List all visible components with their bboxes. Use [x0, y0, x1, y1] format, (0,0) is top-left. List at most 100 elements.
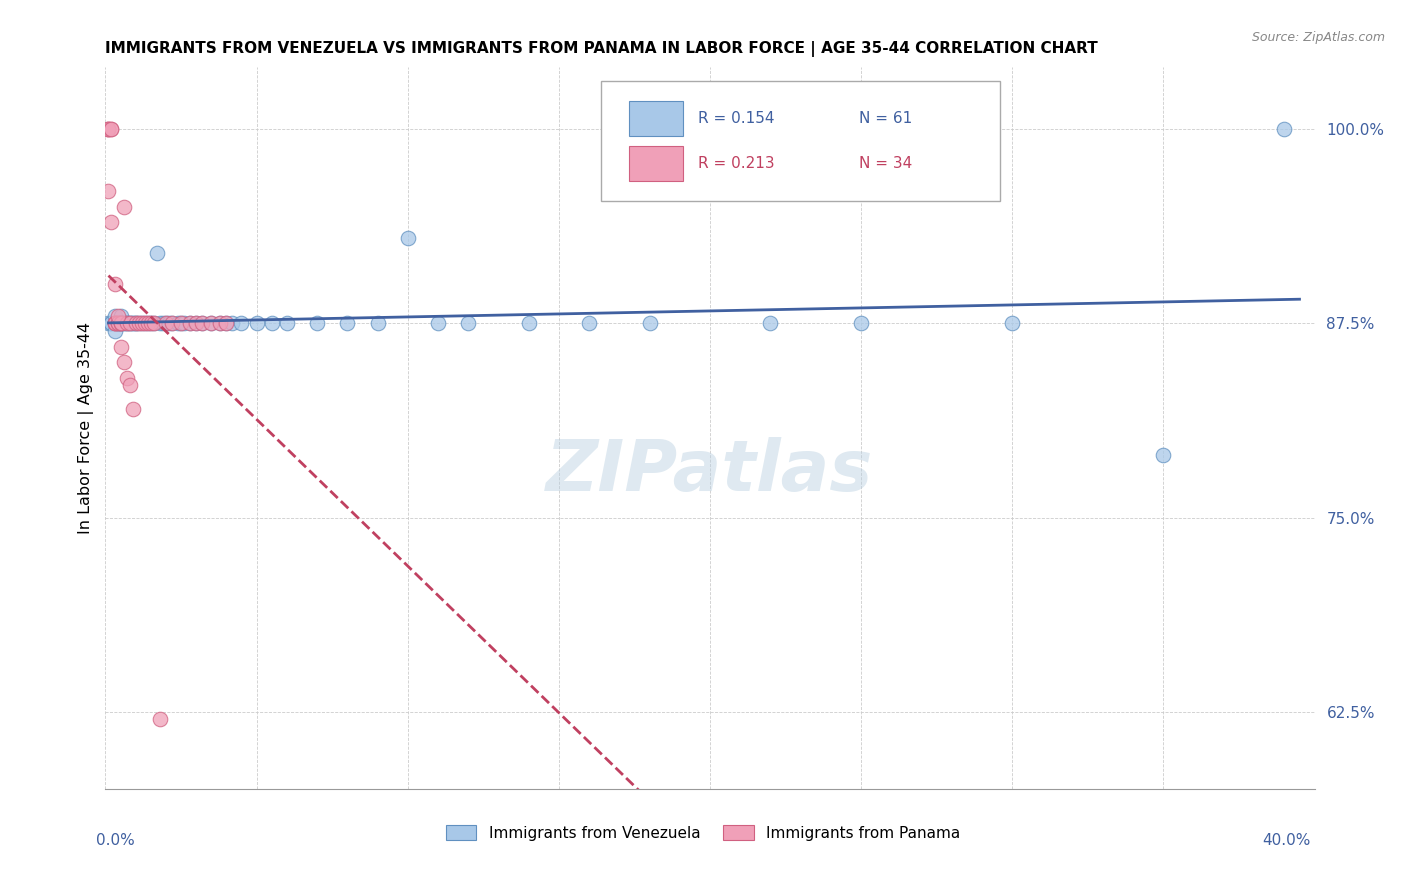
Point: [97, 184, 120, 198]
Text: N = 34: N = 34: [859, 156, 912, 171]
Point: [112, 355, 135, 369]
Point: [103, 316, 125, 330]
Point: [191, 316, 214, 330]
Point: [107, 309, 129, 323]
Point: [209, 316, 232, 330]
Point: [307, 316, 329, 330]
Point: [149, 316, 172, 330]
Point: [170, 316, 193, 330]
Point: [128, 316, 150, 330]
Point: [100, 122, 122, 136]
Point: [121, 401, 143, 416]
Point: [1153, 448, 1175, 462]
Point: [179, 316, 201, 330]
Point: [186, 316, 208, 330]
Point: [103, 316, 125, 330]
Point: [103, 309, 125, 323]
Point: [1001, 316, 1024, 330]
Point: [97, 316, 120, 330]
Point: [215, 316, 238, 330]
Point: [100, 316, 122, 330]
Point: [155, 316, 177, 330]
Point: [107, 316, 129, 330]
Point: [115, 316, 138, 330]
Point: [131, 316, 153, 330]
Point: [103, 277, 125, 292]
Point: [638, 316, 661, 330]
Point: [110, 316, 132, 330]
Point: [110, 340, 132, 354]
Point: [427, 316, 450, 330]
Point: [396, 231, 419, 245]
Point: [110, 309, 132, 323]
Point: [110, 316, 132, 330]
Legend: Immigrants from Venezuela, Immigrants from Panama: Immigrants from Venezuela, Immigrants fr…: [440, 819, 966, 847]
Point: [118, 316, 141, 330]
Point: [146, 246, 169, 260]
Point: [118, 316, 141, 330]
Point: [139, 316, 162, 330]
Point: [179, 316, 201, 330]
Text: N = 61: N = 61: [859, 111, 912, 126]
Point: [221, 316, 243, 330]
Text: R = 0.213: R = 0.213: [697, 156, 775, 171]
Point: [139, 316, 162, 330]
Point: [517, 316, 540, 330]
Point: [134, 316, 156, 330]
Text: 40.0%: 40.0%: [1263, 833, 1310, 847]
Point: [152, 316, 174, 330]
Point: [136, 316, 159, 330]
Point: [276, 316, 298, 330]
Point: [149, 713, 172, 727]
Point: [260, 316, 283, 330]
Point: [118, 316, 141, 330]
Point: [200, 316, 222, 330]
Point: [186, 316, 208, 330]
Point: [578, 316, 600, 330]
Point: [121, 316, 143, 330]
Point: [142, 316, 165, 330]
Point: [246, 316, 269, 330]
Point: [209, 316, 232, 330]
Point: [231, 316, 253, 330]
Point: [115, 370, 138, 384]
Point: [121, 316, 143, 330]
Point: [200, 316, 222, 330]
Point: [366, 316, 388, 330]
Point: [110, 316, 132, 330]
Point: [124, 316, 148, 330]
Text: 0.0%: 0.0%: [96, 833, 135, 847]
Point: [759, 316, 782, 330]
Point: [1274, 122, 1296, 136]
Point: [457, 316, 479, 330]
Point: [103, 316, 125, 330]
Point: [103, 324, 125, 338]
Point: [160, 316, 183, 330]
FancyBboxPatch shape: [602, 81, 1000, 201]
Point: [115, 316, 138, 330]
Point: [155, 316, 177, 330]
Point: [160, 316, 183, 330]
FancyBboxPatch shape: [628, 101, 683, 136]
Point: [157, 316, 180, 330]
Point: [142, 316, 165, 330]
Point: [115, 316, 138, 330]
Point: [107, 316, 129, 330]
Point: [107, 316, 129, 330]
Point: [173, 316, 195, 330]
Point: [97, 122, 120, 136]
Point: [112, 316, 135, 330]
Point: [128, 316, 150, 330]
Point: [112, 316, 135, 330]
Point: [112, 200, 135, 214]
Point: [103, 316, 125, 330]
Point: [124, 316, 148, 330]
FancyBboxPatch shape: [628, 146, 683, 181]
Point: [110, 316, 132, 330]
Point: [167, 316, 190, 330]
Text: IMMIGRANTS FROM VENEZUELA VS IMMIGRANTS FROM PANAMA IN LABOR FORCE | AGE 35-44 C: IMMIGRANTS FROM VENEZUELA VS IMMIGRANTS …: [105, 41, 1098, 57]
Point: [191, 316, 214, 330]
Point: [131, 316, 153, 330]
Point: [134, 316, 156, 330]
Point: [124, 316, 148, 330]
